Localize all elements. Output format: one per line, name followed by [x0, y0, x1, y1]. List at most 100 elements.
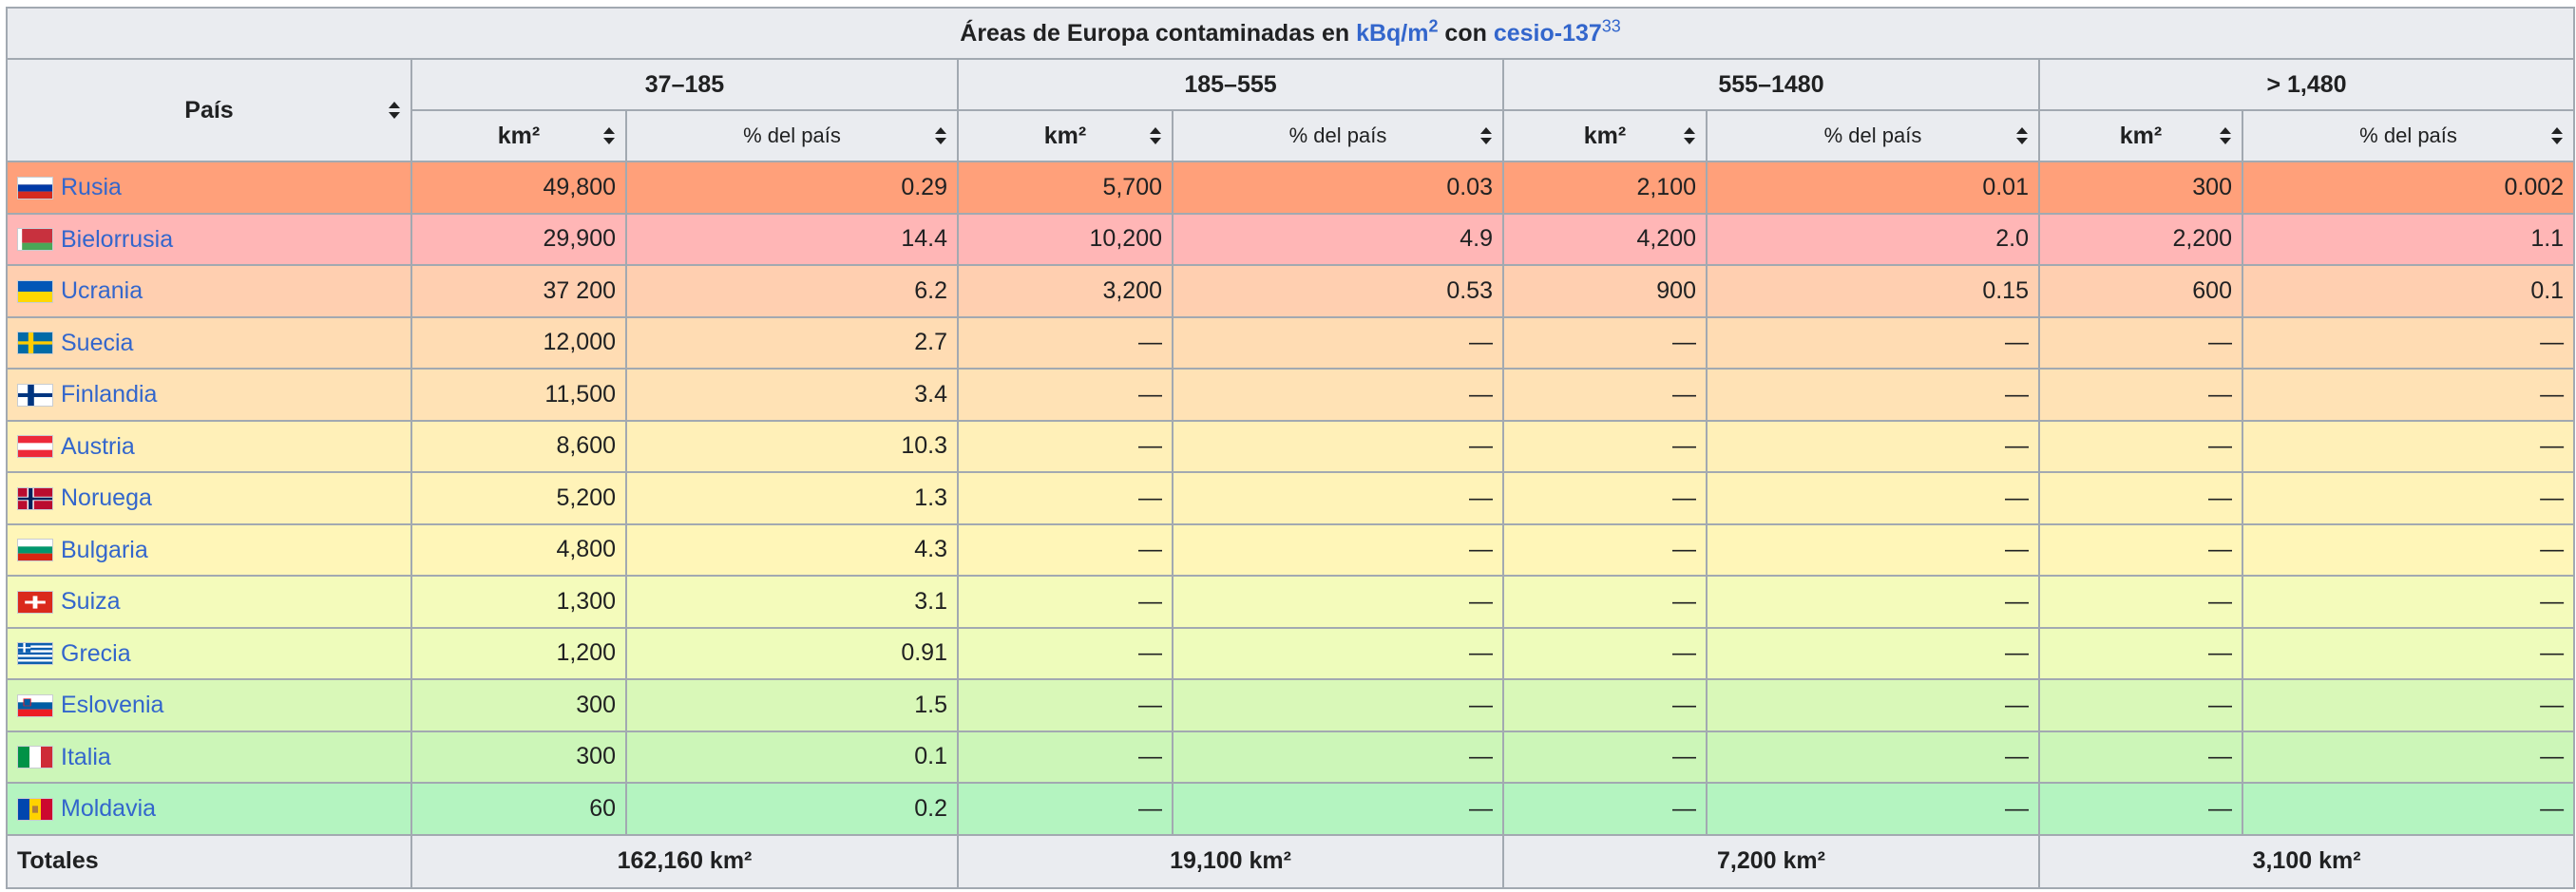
total-range-3: 7,200 km² [1502, 833, 2040, 889]
table-row: Austria 8,600 10.3— — — — — — [6, 419, 2576, 473]
pct-cell: — [1706, 315, 2040, 370]
km-cell: — [2038, 368, 2243, 422]
column-header-km-3[interactable]: km² [1502, 109, 1708, 162]
pct-cell: — [1172, 471, 1504, 525]
pct-cell: — [2241, 730, 2576, 784]
moldova-flag-icon [17, 797, 53, 821]
country-cell: Bulgaria [6, 522, 412, 577]
sort-icon[interactable] [1683, 126, 1696, 145]
km-cell: 10,200 [957, 212, 1174, 266]
country-link[interactable]: Italia [61, 743, 111, 770]
country-cell: Ucrania [6, 264, 412, 318]
pct-cell: 4.3 [625, 522, 959, 577]
ukraine-flag-icon [17, 279, 53, 303]
km-cell: 60 [410, 782, 627, 836]
table-row: Ucrania 37 200 6.2 3,200 0.53 900 0.15 600 0.1 [6, 264, 2576, 318]
table-row: Suecia 12,000 2.7— — — — — — [6, 315, 2576, 370]
country-cell: Austria [6, 419, 412, 473]
country-link[interactable]: Austria [61, 432, 135, 460]
column-header-country[interactable]: País [6, 58, 412, 162]
contamination-table: Áreas de Europa contaminadas en kBq/m2 c… [5, 7, 2576, 889]
country-link[interactable]: Bulgaria [61, 536, 148, 563]
pct-cell: 0.53 [1172, 264, 1504, 318]
km-cell: 1,200 [410, 626, 627, 680]
km-cell: — [1502, 782, 1708, 836]
km-cell: 2,200 [2038, 212, 2243, 266]
country-link[interactable]: Ucrania [61, 277, 143, 305]
table-row: Grecia 1,200 0.91— — — — — — [6, 626, 2576, 680]
pct-cell: — [2241, 315, 2576, 370]
km-cell: — [957, 368, 1174, 422]
isotope-link[interactable]: cesio-137 [1493, 19, 1602, 47]
pct-cell: 0.1 [625, 730, 959, 784]
finland-flag-icon [17, 383, 53, 407]
km-cell: 300 [410, 678, 627, 732]
country-link[interactable]: Finlandia [61, 381, 158, 408]
country-link[interactable]: Moldavia [61, 795, 157, 823]
sort-icon[interactable] [602, 126, 616, 145]
country-link[interactable]: Suecia [61, 329, 134, 356]
pct-cell: — [1172, 575, 1504, 629]
km-cell: 300 [2038, 161, 2243, 215]
km-cell: 600 [2038, 264, 2243, 318]
country-cell: Moldavia [6, 782, 412, 836]
table-row: Rusia 49,800 0.29 5,700 0.03 2,100 0.01 300 0.00… [6, 161, 2576, 215]
pct-cell: — [1706, 730, 2040, 784]
sort-icon[interactable] [2015, 126, 2029, 145]
pct-cell: 3.1 [625, 575, 959, 629]
km-cell: — [2038, 315, 2243, 370]
column-header-km-4[interactable]: km² [2038, 109, 2243, 162]
column-header-pct-3[interactable]: % del país [1706, 109, 2040, 162]
slovenia-flag-icon [17, 693, 53, 717]
pct-cell: — [1706, 782, 2040, 836]
country-link[interactable]: Noruega [61, 484, 152, 512]
country-link[interactable]: Suiza [61, 588, 121, 616]
pct-cell: 0.29 [625, 161, 959, 215]
country-link[interactable]: Bielorrusia [61, 225, 174, 253]
range-header-4: > 1,480 [2037, 58, 2576, 111]
column-header-pct-4[interactable]: % del país [2241, 109, 2576, 162]
table-row: Suiza 1,300 3.1— — — — — — [6, 575, 2576, 629]
sort-icon[interactable] [1149, 126, 1162, 145]
km-cell: 4,200 [1502, 212, 1708, 266]
km-cell: 3,200 [957, 264, 1174, 318]
reference-link[interactable]: 33 [1601, 16, 1621, 36]
km-cell: 11,500 [410, 368, 627, 422]
pct-cell: 0.01 [1706, 161, 2040, 215]
km-cell: — [1502, 730, 1708, 784]
sort-icon[interactable] [1479, 126, 1493, 145]
pct-cell: — [2241, 471, 2576, 525]
km-cell: 12,000 [410, 315, 627, 370]
sort-icon[interactable] [934, 126, 947, 145]
pct-cell: — [2241, 522, 2576, 577]
km-cell: 2,100 [1502, 161, 1708, 215]
column-header-pct-1[interactable]: % del país [625, 109, 959, 162]
pct-cell: — [1172, 315, 1504, 370]
km-cell: — [957, 678, 1174, 732]
unit-link[interactable]: kBq/m2 [1356, 16, 1439, 47]
country-cell: Rusia [6, 161, 412, 215]
km-cell: — [957, 782, 1174, 836]
sort-icon[interactable] [2550, 126, 2564, 145]
table-row: Bielorrusia 29,900 14.4 10,200 4.9 4,200 2.0 2,… [6, 212, 2576, 266]
km-cell: — [1502, 368, 1708, 422]
country-cell: Suiza [6, 575, 412, 629]
column-header-pct-2[interactable]: % del país [1172, 109, 1504, 162]
sort-icon[interactable] [2219, 126, 2232, 145]
km-cell: — [957, 419, 1174, 473]
range-header-3: 555–1480 [1502, 58, 2040, 111]
table-caption: Áreas de Europa contaminadas en kBq/m2 c… [5, 7, 2576, 60]
country-link[interactable]: Rusia [61, 174, 122, 201]
country-link[interactable]: Grecia [61, 639, 131, 667]
column-header-km-2[interactable]: km² [957, 109, 1174, 162]
pct-cell: — [2241, 368, 2576, 422]
country-link[interactable]: Eslovenia [61, 692, 164, 719]
pct-cell: — [1706, 471, 2040, 525]
pct-cell: 3.4 [625, 368, 959, 422]
km-cell: — [1502, 315, 1708, 370]
km-cell: 37 200 [410, 264, 627, 318]
pct-cell: — [2241, 678, 2576, 732]
sort-icon[interactable] [388, 101, 401, 120]
table-row: Eslovenia 300 1.5— — — — — — [6, 678, 2576, 732]
column-header-km-1[interactable]: km² [410, 109, 627, 162]
